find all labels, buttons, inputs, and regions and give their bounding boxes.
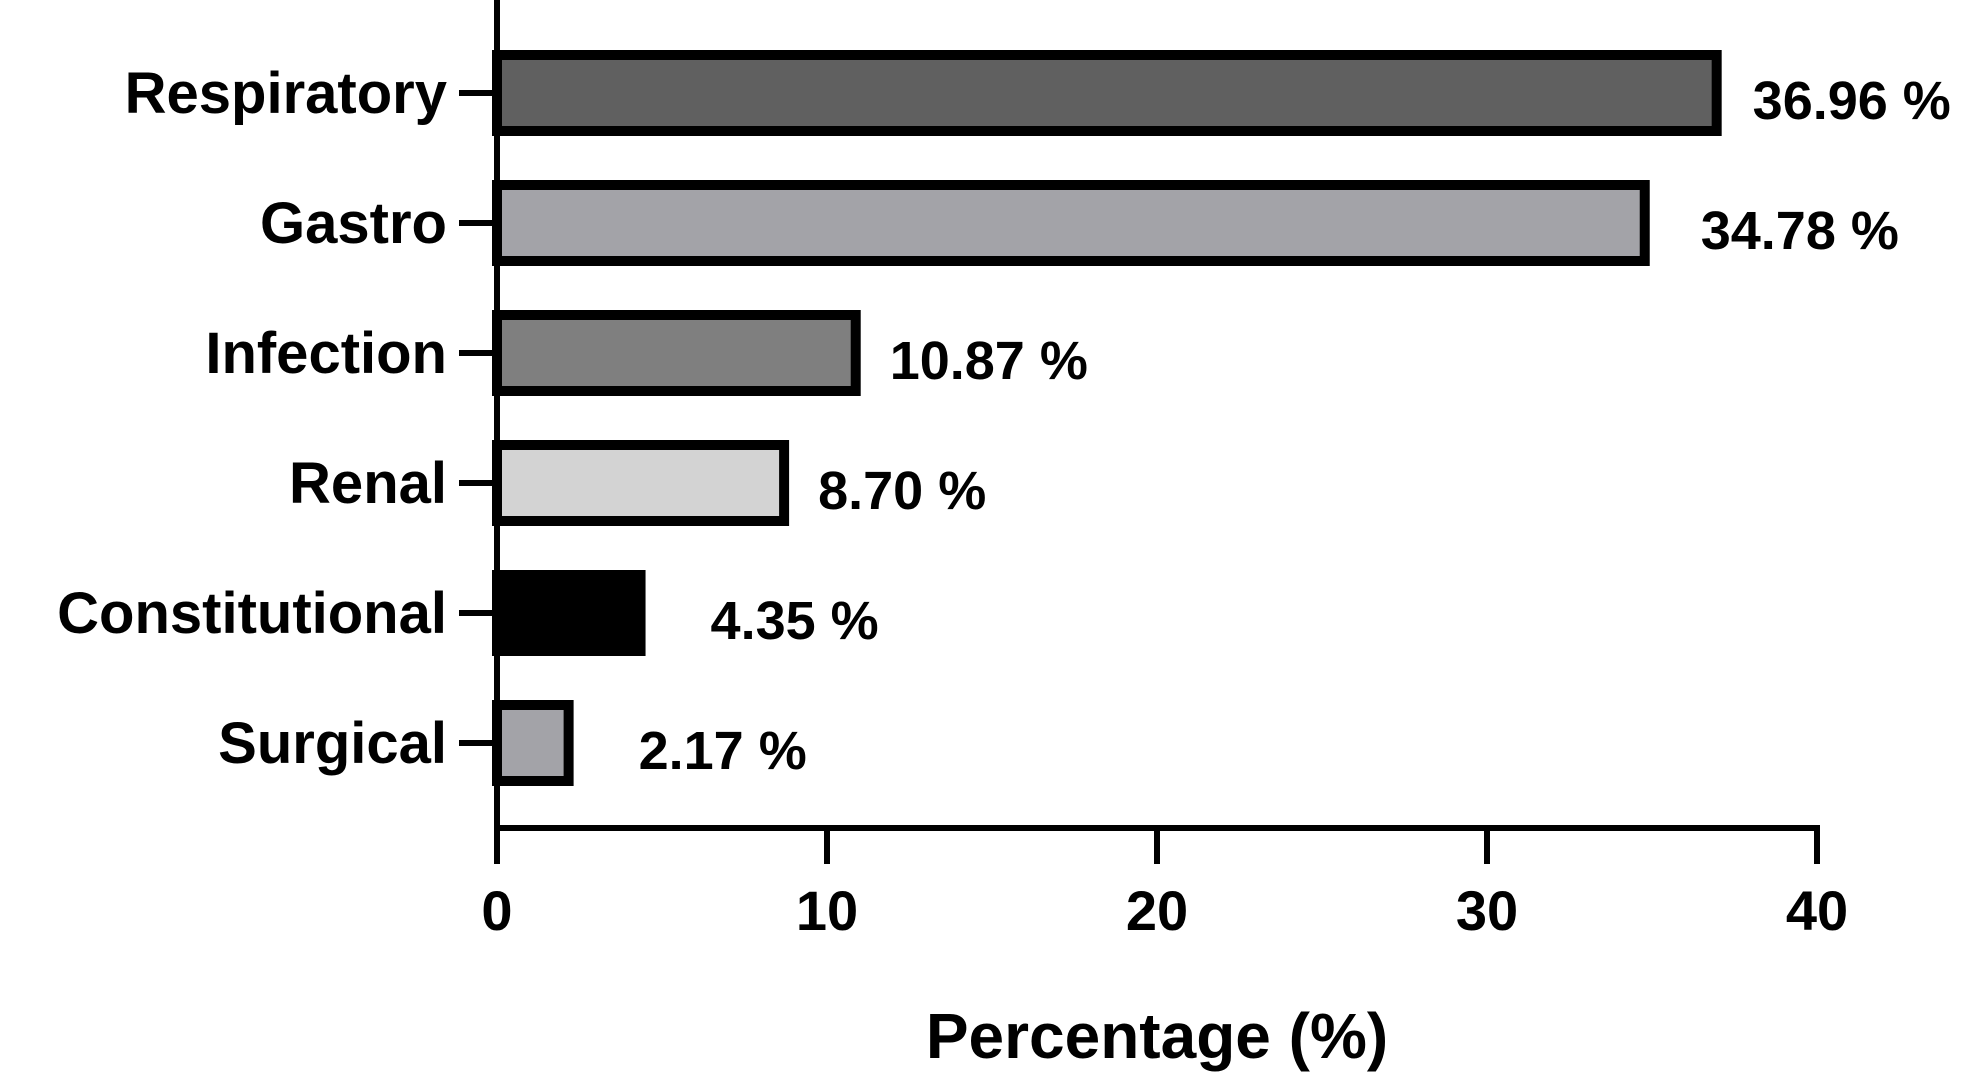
bar-constitutional [492,570,646,656]
x-tick-label-40: 40 [1786,879,1848,942]
bar-renal [492,440,790,526]
bar-gastro [492,180,1650,266]
x-tick-label-20: 20 [1126,879,1188,942]
axes-layer [459,0,1820,864]
category-label-constitutional: Constitutional [57,581,447,646]
labels-layer: Respiratory 36.96 % Gastro 34.78 % Infection… [57,61,1951,942]
category-label-surgical: Surgical [218,711,447,776]
x-tick-label-0: 0 [481,879,512,942]
category-label-infection: Infection [205,321,447,386]
category-label-respiratory: Respiratory [125,61,447,126]
category-label-gastro: Gastro [260,191,447,256]
value-label-gastro: 34.78 % [1701,201,1899,261]
bar-respiratory [492,50,1722,136]
bar-surgical [492,700,574,786]
x-tick-label-10: 10 [796,879,858,942]
value-label-surgical: 2.17 % [639,721,807,781]
value-label-infection: 10.87 % [890,331,1088,391]
bar-infection [492,310,861,396]
x-tick-label-30: 30 [1456,879,1518,942]
bars-layer [492,50,1722,786]
value-label-respiratory: 36.96 % [1753,71,1951,131]
value-label-renal: 8.70 % [818,461,986,521]
value-label-constitutional: 4.35 % [711,591,879,651]
x-axis-title: Percentage (%) [926,1000,1388,1072]
category-label-renal: Renal [289,451,447,516]
